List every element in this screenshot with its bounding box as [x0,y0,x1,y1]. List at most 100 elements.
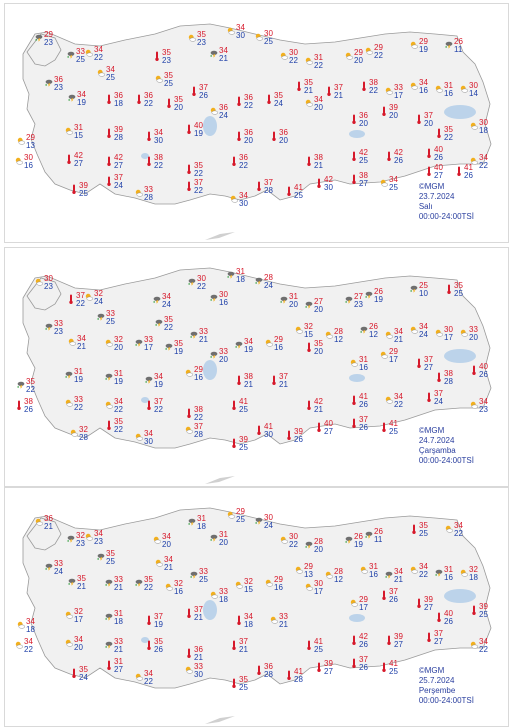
lake-tuz [203,360,217,380]
min-temperature: 30 [236,31,245,40]
partly-sunny-icon [135,673,143,681]
max-temperature: 39 [394,632,403,641]
thermometer-icon [187,164,191,174]
max-temperature: 29 [304,562,313,571]
min-temperature: 16 [174,587,183,596]
max-temperature: 31 [369,562,378,571]
partly-sunny-icon [17,137,25,145]
thermometer-icon [427,148,431,158]
max-temperature: 41 [359,392,368,401]
min-temperature: 25 [239,443,248,452]
max-temperature: 35 [26,377,35,386]
thunderstorm-icon [255,277,263,285]
max-temperature: 34 [26,617,35,626]
max-temperature: 39 [294,427,303,436]
lake-keban [349,374,365,382]
partly-sunny-icon [210,591,218,599]
forecast-panel: 30 23 37 22 33 23 32 24 33 25 34 24 35 22 33 21 30 22 31 18… [4,247,509,487]
thermometer-icon [232,400,236,410]
min-temperature: 12 [334,335,343,344]
lake-egirdir [141,397,149,403]
thermometer-icon [382,662,386,672]
partly-sunny-icon [410,326,418,334]
min-temperature: 19 [174,347,183,356]
min-temperature: 25 [106,73,115,82]
thunderstorm-icon [45,563,53,571]
thermometer-icon [307,156,311,166]
max-temperature: 34 [479,637,488,646]
forecast-day: Çarşamba [418,446,456,455]
thermometer-icon [167,98,171,108]
thunderstorm-icon [435,569,443,577]
min-temperature: 23 [54,83,63,92]
max-temperature: 33 [144,335,153,344]
min-temperature: 26 [294,435,303,444]
max-temperature: 30 [289,48,298,57]
max-temperature: 33 [74,395,83,404]
max-temperature: 33 [219,347,228,356]
max-temperature: 33 [469,325,478,334]
partly-sunny-icon [460,329,468,337]
min-temperature: 22 [419,570,428,579]
max-temperature: 42 [394,148,403,157]
max-temperature: 37 [76,291,85,300]
partly-sunny-icon [165,583,173,591]
thermometer-icon [297,81,301,91]
max-temperature: 31 [444,565,453,574]
thermometer-icon [107,176,111,186]
min-temperature: 22 [114,425,123,434]
min-temperature: 26 [464,171,473,180]
thermometer-icon [237,375,241,385]
thunderstorm-icon [35,34,43,42]
min-temperature: 24 [114,181,123,190]
max-temperature: 42 [324,175,333,184]
thermometer-icon [352,395,356,405]
thermometer-icon [147,615,151,625]
partly-sunny-icon [255,33,263,41]
max-temperature: 32 [304,322,313,331]
thunderstorm-icon [153,296,161,304]
forecast-date: 25.7.2024 [418,676,455,685]
max-temperature: 32 [114,335,123,344]
thermometer-icon [352,174,356,184]
thermometer-icon [352,658,356,668]
max-temperature: 38 [24,397,33,406]
min-temperature: 16 [444,573,453,582]
partly-sunny-icon [85,533,93,541]
thermometer-icon [237,96,241,106]
min-temperature: 28 [79,433,88,442]
min-temperature: 20 [174,103,183,112]
min-temperature: 25 [76,55,85,64]
min-temperature: 22 [154,161,163,170]
max-temperature: 31 [444,81,453,90]
max-temperature: 35 [444,125,453,134]
min-temperature: 21 [244,380,253,389]
partly-sunny-icon [365,47,373,55]
max-temperature: 42 [74,151,83,160]
thermometer-icon [457,166,461,176]
max-temperature: 28 [264,273,273,282]
thermometer-icon [352,635,356,645]
min-temperature: 24 [79,673,88,682]
partly-sunny-icon [155,559,163,567]
max-temperature: 31 [219,530,228,539]
max-temperature: 37 [434,629,443,638]
thermometer-icon [437,128,441,138]
min-temperature: 25 [314,645,323,654]
min-temperature: 27 [424,363,433,372]
max-temperature: 29 [26,133,35,142]
thermometer-icon [287,186,291,196]
thunderstorm-icon [188,518,196,526]
min-temperature: 20 [162,540,171,549]
min-temperature: 28 [294,675,303,684]
min-temperature: 21 [279,380,288,389]
partly-sunny-icon [105,339,113,347]
thermometer-icon [447,284,451,294]
partly-sunny-icon [280,536,288,544]
min-temperature: 22 [194,169,203,178]
partly-sunny-icon [270,616,278,624]
thermometer-icon [382,422,386,432]
max-temperature: 31 [114,657,123,666]
partly-sunny-icon [435,85,443,93]
max-temperature: 37 [194,422,203,431]
